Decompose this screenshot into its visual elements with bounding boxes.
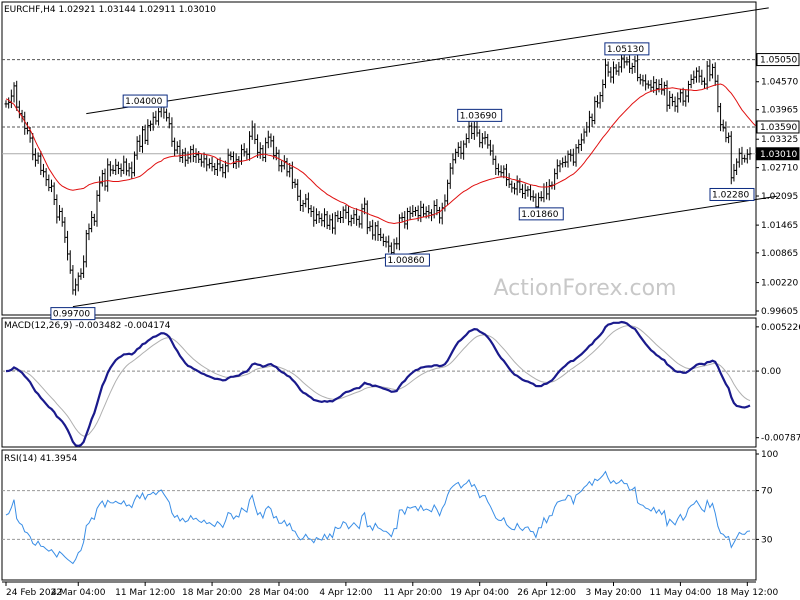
x-tick-label: 26 Apr 12:00 [517, 588, 576, 598]
price-hline-label: 1.03590 [760, 123, 797, 133]
x-tick-label: 28 Mar 04:00 [249, 588, 309, 598]
trendline [72, 195, 777, 308]
price-hline-label: 1.03010 [760, 150, 797, 160]
price-y-tick-label: 1.01465 [761, 221, 798, 231]
price-level-label: 1.04000 [125, 97, 162, 107]
rsi-y-tick-label: 70 [761, 487, 773, 497]
price-y-tick-label: 1.03325 [761, 135, 798, 145]
price-panel: 1.05050 1.04570 1.03965 1.03590 1.03325 1.030… [2, 7, 800, 321]
sma-line [5, 83, 756, 225]
price-level-label: 1.03690 [460, 111, 497, 121]
price-y-tick-label: 1.03965 [761, 106, 798, 116]
macd-header: MACD(12,26,9) -0.003482 -0.004174 [4, 321, 171, 331]
price-y-tick-label: 1.04570 [761, 78, 798, 88]
rsi-y-tick-label: 30 [761, 535, 773, 545]
x-tick-label: 4 Apr 12:00 [319, 588, 372, 598]
price-hline-box [756, 53, 800, 67]
macd-y-tick-label: 0.005226 [761, 323, 800, 333]
price-level-label: 1.00860 [387, 256, 424, 266]
price-level-box [384, 253, 430, 267]
price-hline-box [756, 120, 800, 134]
trendline [86, 7, 769, 115]
watermark: ActionForex.com [494, 276, 677, 301]
price-y-tick-label: 1.00865 [761, 249, 798, 259]
price-y-tick-label: 1.02710 [761, 164, 798, 174]
macd-panel: 0.005226 0.00 -0.007873 [2, 320, 800, 448]
x-tick-label: 11 May 04:00 [650, 588, 712, 598]
x-tick-label: 3 May 20:00 [586, 588, 642, 598]
price-level-box [518, 207, 564, 221]
macd-y-tick-label: -0.007873 [761, 434, 800, 444]
x-tick-label: 11 Apr 20:00 [383, 588, 442, 598]
panel-frame [1, 449, 757, 581]
price-bar [748, 147, 752, 160]
x-tick-label: 11 Mar 12:00 [115, 588, 175, 598]
price-header: EURCHF,H4 1.02921 1.03144 1.02911 1.0301… [4, 5, 216, 15]
macd-y-tick-label: 0.00 [761, 367, 781, 377]
macd-line [5, 320, 751, 448]
price-level-label: 0.99700 [53, 310, 90, 320]
price-hline-box [756, 147, 800, 161]
price-hline-label: 1.05050 [760, 56, 797, 66]
price-level-label: 1.01860 [521, 210, 558, 220]
x-tick-label: 4 Mar 04:00 [51, 588, 106, 598]
price-level-box [457, 108, 503, 122]
x-tick-label: 24 Feb 2022 [6, 588, 62, 598]
price-y-tick-label: 1.02095 [761, 192, 798, 202]
price-level-box [709, 187, 755, 201]
x-tick-label: 19 Apr 04:00 [450, 588, 509, 598]
x-tick-label: 18 Mar 20:00 [182, 588, 242, 598]
price-level-box [50, 307, 96, 321]
panel-frame [1, 317, 757, 448]
price-level-label: 1.02280 [712, 190, 749, 200]
rsi-header: RSI(14) 41.3954 [4, 454, 77, 464]
price-y-tick-label: 0.99605 [761, 307, 798, 317]
x-tick-label: 18 May 12:00 [716, 588, 778, 598]
price-y-tick-label: 1.00220 [761, 279, 798, 289]
rsi-panel: 100 70 30 [2, 450, 778, 565]
price-level-box [604, 42, 650, 56]
price-level-box [122, 94, 168, 108]
price-level-label: 1.05130 [607, 45, 644, 55]
rsi-y-tick-label: 100 [761, 450, 778, 460]
rsi-line [5, 470, 751, 565]
